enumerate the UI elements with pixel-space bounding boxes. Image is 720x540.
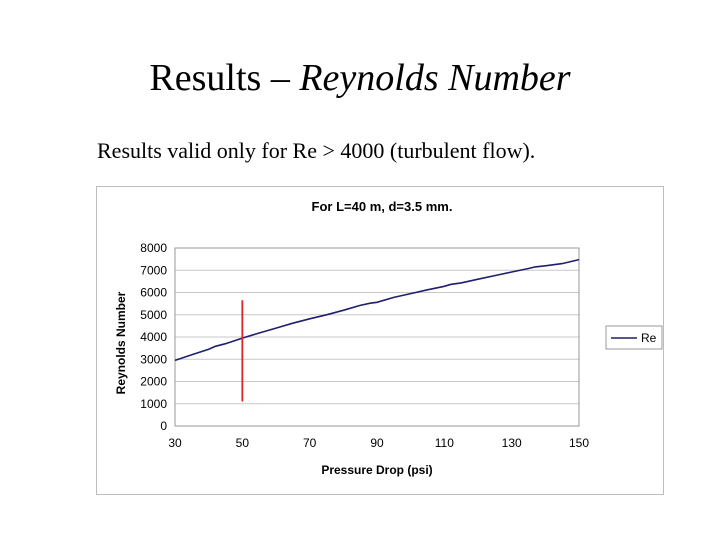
y-tick-label: 4000 — [140, 330, 167, 344]
legend: Re — [605, 325, 663, 350]
x-tick-label: 150 — [569, 436, 589, 450]
slide-title-italic: Reynolds Number — [299, 57, 571, 99]
reynolds-chart: For L=40 m, d=3.5 mm. 0 1000 2000 3000 4000 5… — [114, 199, 663, 477]
slide-title-plain: Results – — [149, 57, 300, 99]
x-tick-label: 130 — [502, 436, 522, 450]
y-tick-label: 2000 — [140, 375, 167, 389]
chart-title: For L=40 m, d=3.5 mm. — [312, 199, 453, 214]
x-tick-label: 50 — [236, 436, 250, 450]
x-tick-label: 110 — [435, 436, 454, 450]
y-tick-label: 3000 — [140, 352, 167, 366]
y-tick-label: 0 — [160, 419, 167, 433]
y-tick-label: 1000 — [140, 397, 167, 411]
y-tick-label: 6000 — [140, 286, 167, 300]
grid-lines — [175, 247, 579, 427]
y-tick-label: 8000 — [140, 241, 167, 255]
x-axis-label: Pressure Drop (psi) — [321, 463, 432, 477]
chart-frame: For L=40 m, d=3.5 mm. 0 1000 2000 3000 4000 5… — [96, 186, 664, 495]
x-tick-label: 90 — [370, 436, 384, 450]
x-tick-label: 30 — [168, 436, 182, 450]
legend-label-re: Re — [641, 331, 657, 345]
x-tick-label: 70 — [303, 436, 317, 450]
series-line-re — [174, 258, 580, 362]
y-tick-label: 7000 — [140, 263, 167, 277]
y-tick-label: 5000 — [140, 308, 167, 322]
series-group — [174, 258, 580, 362]
slide-title: Results – Reynolds Number — [0, 56, 720, 100]
slide-subtitle: Results valid only for Re > 4000 (turbul… — [97, 138, 536, 163]
y-tick-labels: 0 1000 2000 3000 4000 5000 6000 7000 8000 — [140, 241, 167, 433]
x-tick-labels: 30 50 70 90 110 130 150 — [168, 436, 589, 450]
y-axis-label: Reynolds Number — [114, 291, 128, 394]
plot-area — [174, 247, 580, 427]
